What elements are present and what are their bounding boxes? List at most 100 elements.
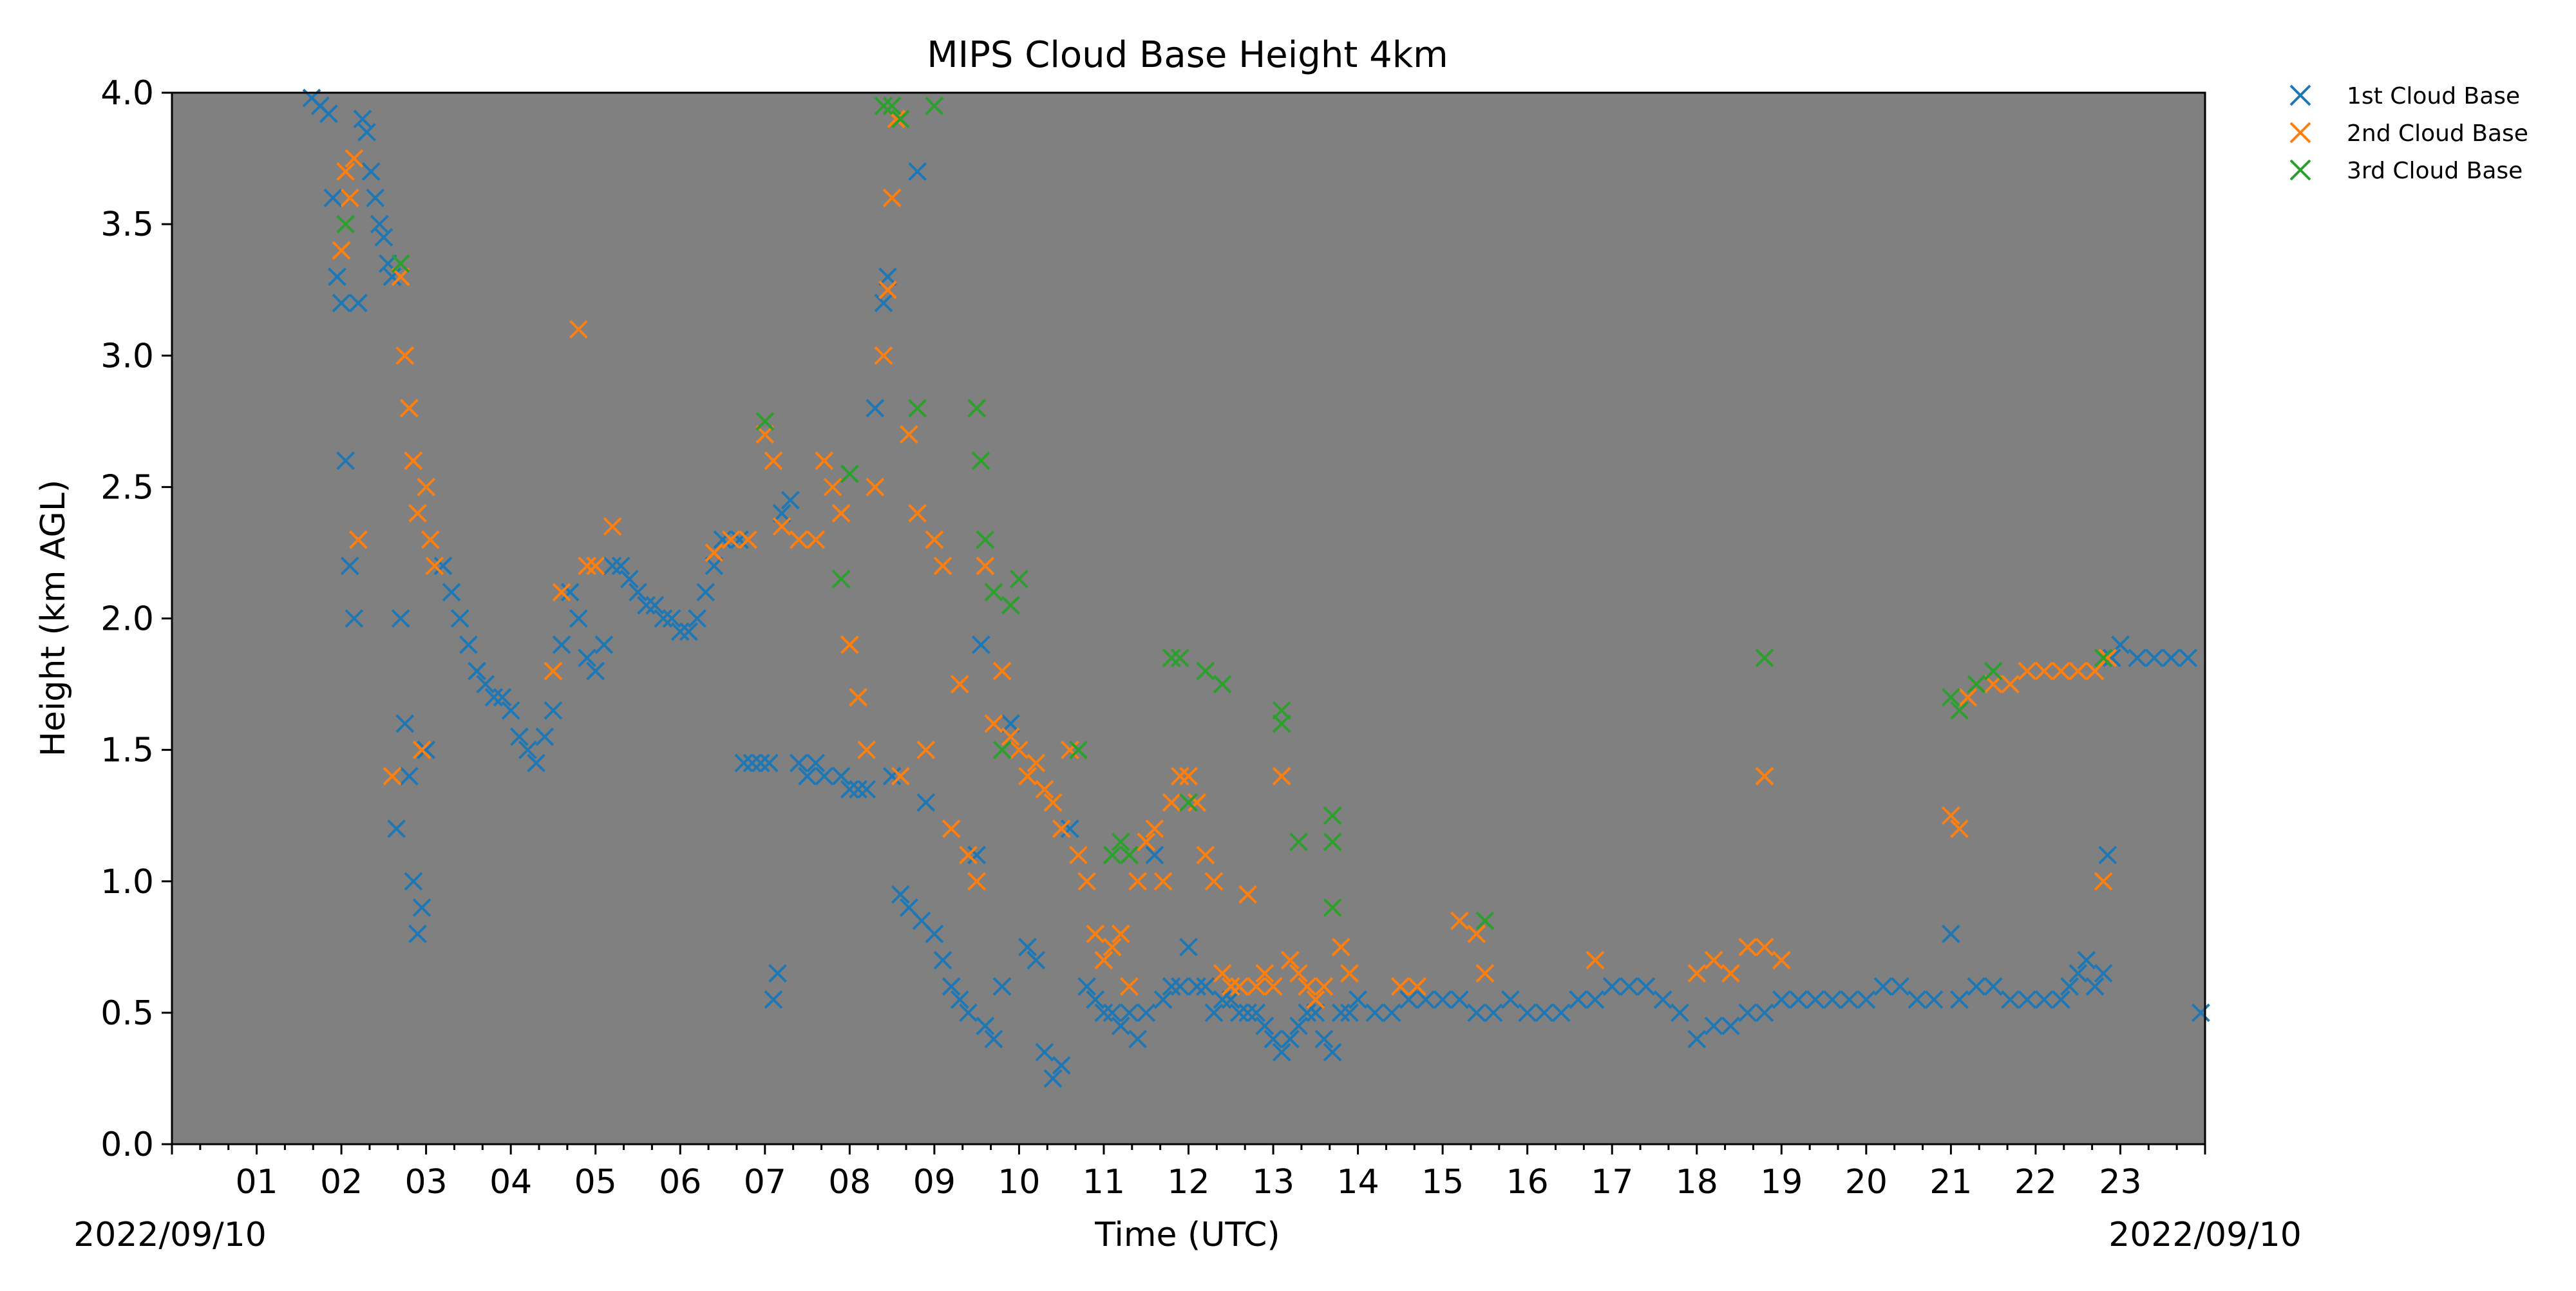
data-point — [332, 294, 351, 313]
data-point — [942, 977, 961, 996]
data-point — [1967, 675, 1986, 693]
y-tick-label: 4.0 — [100, 74, 154, 113]
date-label-left: 2022/09/10 — [73, 1216, 267, 1254]
y-tick-label: 3.0 — [100, 337, 154, 375]
data-point — [670, 622, 690, 641]
data-point — [1086, 924, 1105, 943]
data-point — [2018, 661, 2037, 681]
data-point — [976, 1016, 995, 1035]
data-point — [1001, 714, 1020, 733]
data-point — [1128, 872, 1147, 891]
data-point — [1738, 1003, 1757, 1022]
data-point — [1950, 819, 1969, 838]
x-tick-label: 22 — [2014, 1163, 2057, 1201]
x-tick-label: 07 — [744, 1163, 786, 1201]
data-point — [1179, 767, 1198, 786]
data-point — [1077, 872, 1097, 891]
data-point — [768, 964, 787, 983]
data-point — [1323, 898, 1342, 917]
data-point — [866, 477, 885, 496]
x-tick-label: 04 — [489, 1163, 532, 1201]
data-point — [1636, 977, 1656, 996]
data-point — [984, 583, 1003, 602]
data-point — [408, 924, 427, 943]
data-point — [933, 950, 952, 970]
legend-entry: 3rd Cloud Base — [2289, 158, 2523, 184]
legend-entry: 2nd Cloud Base — [2289, 120, 2528, 147]
data-point — [527, 753, 546, 773]
data-point — [1653, 990, 1672, 1009]
data-point — [611, 556, 630, 576]
data-point — [1204, 872, 1224, 891]
data-point — [755, 411, 775, 431]
data-point — [866, 399, 885, 418]
series-3 — [336, 96, 2113, 930]
data-point — [1602, 977, 1622, 996]
data-point — [336, 214, 355, 234]
data-point — [1213, 964, 1232, 983]
data-point — [1188, 793, 1207, 812]
data-point — [1984, 675, 2003, 693]
x-tick-label: 23 — [2099, 1163, 2141, 1201]
data-point — [925, 924, 944, 943]
data-point — [2060, 977, 2079, 996]
data-point — [383, 267, 402, 287]
data-point — [1238, 1003, 1257, 1022]
data-point — [1475, 911, 1495, 930]
data-point — [882, 767, 902, 786]
data-point — [1238, 885, 1257, 904]
data-point — [1941, 924, 1960, 943]
data-point — [1755, 648, 1774, 668]
data-point — [2179, 648, 2198, 668]
plot-area — [171, 91, 2206, 1145]
data-point — [764, 990, 783, 1009]
data-point — [1704, 1016, 1723, 1035]
data-point — [1111, 924, 1130, 943]
data-point — [992, 661, 1012, 681]
data-point — [1060, 740, 1079, 760]
data-point — [1331, 938, 1350, 957]
x-tick-label: 09 — [913, 1163, 956, 1201]
data-point — [2018, 990, 2037, 1009]
data-point — [908, 504, 927, 523]
data-point — [586, 556, 605, 576]
data-point — [1535, 1003, 1554, 1022]
data-point — [992, 740, 1012, 760]
data-point — [1153, 872, 1173, 891]
data-point — [1255, 964, 1274, 983]
data-point — [916, 740, 936, 760]
data-point — [2001, 990, 2020, 1009]
data-point — [806, 753, 826, 773]
data-point — [399, 399, 419, 418]
data-point — [1873, 977, 1893, 996]
data-point — [1772, 950, 1791, 970]
legend-entry: 1st Cloud Base — [2289, 83, 2520, 109]
legend: 1st Cloud Base 2nd Cloud Base 3rd Cloud Ba… — [2289, 83, 2528, 184]
data-point — [2069, 964, 2088, 983]
data-point — [366, 188, 385, 207]
data-point — [1365, 1003, 1385, 1022]
data-point — [361, 162, 381, 181]
data-point — [1984, 977, 2003, 996]
data-point — [1069, 845, 1088, 865]
y-tick-label: 1.0 — [100, 863, 154, 901]
data-point — [2094, 872, 2113, 891]
data-point — [1349, 990, 1367, 1009]
data-point — [1323, 1042, 1342, 1062]
data-point — [1120, 977, 1139, 996]
legend-marker — [2289, 122, 2311, 144]
chart-title: MIPS Cloud Base Height 4km — [927, 34, 1448, 76]
data-point — [1230, 1003, 1249, 1022]
data-point — [925, 96, 944, 115]
data-point — [391, 267, 410, 287]
data-point — [569, 609, 588, 628]
data-point — [1162, 977, 1181, 996]
data-point — [1416, 990, 1435, 1009]
data-point — [849, 780, 867, 799]
y-tick-label: 3.5 — [100, 205, 154, 244]
data-point — [1111, 1016, 1130, 1035]
data-point — [1390, 977, 1410, 996]
data-point — [417, 477, 436, 496]
x-tick-label: 08 — [828, 1163, 871, 1201]
data-point — [2094, 964, 2113, 983]
